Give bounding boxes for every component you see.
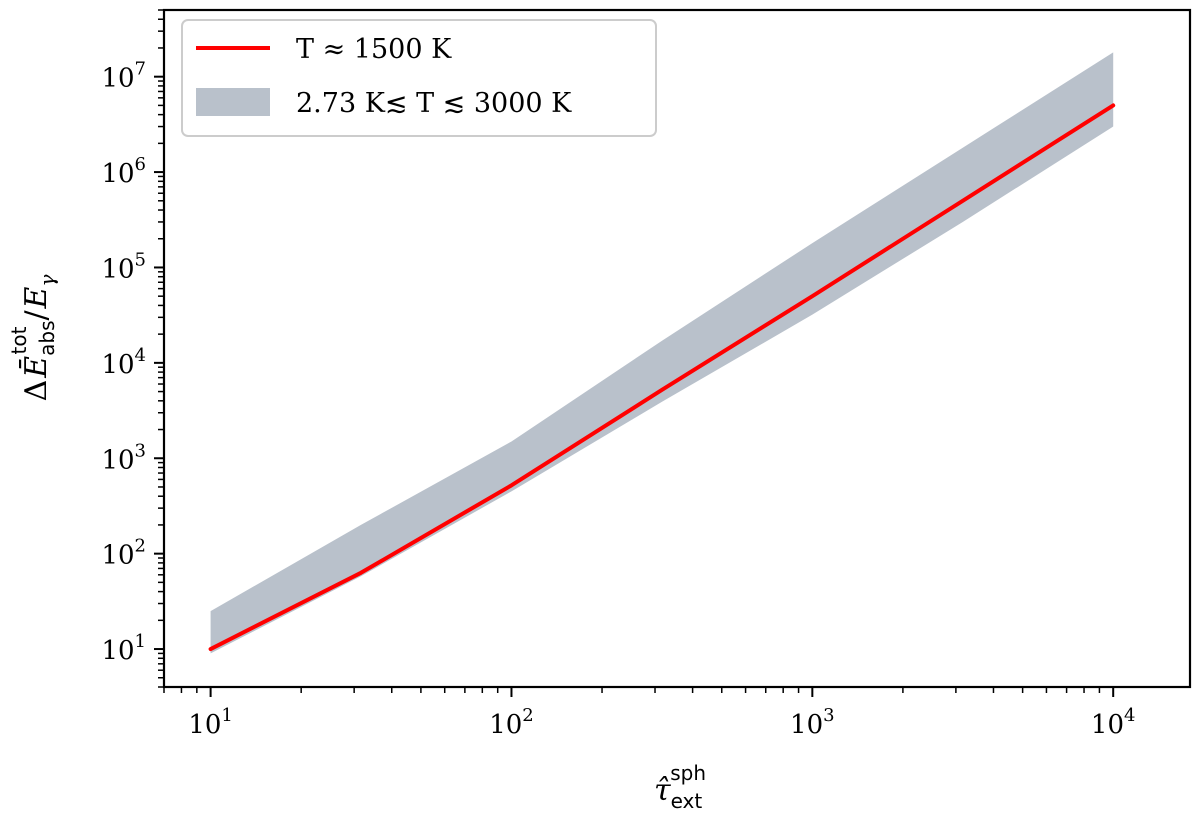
x-tick-label: 103: [790, 705, 835, 740]
y-axis-title: ΔĒabstot /Eγ: [7, 275, 59, 402]
x-axis-title: τ̂ext sph: [654, 761, 706, 813]
y-tick-label: 102: [101, 536, 146, 571]
y-tick-label: 106: [101, 154, 146, 189]
y-tick-label: 101: [101, 631, 146, 666]
y-axis-title-sub: abs: [35, 320, 59, 355]
series-line-T1500K: [208, 103, 1116, 652]
legend: T ≈ 1500 K 2.73 K≲ T ≲ 3000 K: [181, 19, 657, 137]
y-axis-title-main: Ē: [19, 356, 54, 379]
y-tick-label: 107: [101, 59, 146, 94]
temperature-range-band: [210, 52, 1114, 654]
legend-band-swatch: [196, 88, 270, 116]
legend-box: [181, 19, 657, 137]
y-tick-label: 103: [101, 440, 146, 475]
x-tick-label: 102: [489, 705, 534, 740]
y-axis-title-delta: Δ: [19, 380, 54, 402]
y-tick-label: 104: [101, 345, 146, 380]
x-tick-label: 104: [1091, 705, 1136, 740]
confidence-band-layer: [210, 52, 1114, 654]
y-axis-title-den: E: [19, 286, 54, 309]
x-axis-ticks: 101 102 103 104: [163, 687, 1136, 740]
legend-label-line: T ≈ 1500 K: [296, 34, 452, 65]
y-axis-title-sup: tot: [7, 326, 31, 354]
x-tick-label: 101: [188, 705, 233, 740]
plot-frame: [162, 8, 1192, 689]
y-axis-title-den-sub: γ: [35, 275, 59, 287]
x-axis-title-sub: ext: [671, 789, 703, 813]
series-line-layer: [208, 103, 1116, 652]
x-axis-title-main: τ̂: [654, 773, 671, 808]
y-axis-title-slash: /: [19, 310, 54, 321]
y-axis-ticks: 101 102 103 104 105 106 107: [101, 9, 164, 688]
legend-label-band: 2.73 K≲ T ≲ 3000 K: [296, 88, 572, 119]
y-tick-label: 105: [101, 249, 146, 284]
x-axis-title-sup: sph: [670, 761, 706, 785]
